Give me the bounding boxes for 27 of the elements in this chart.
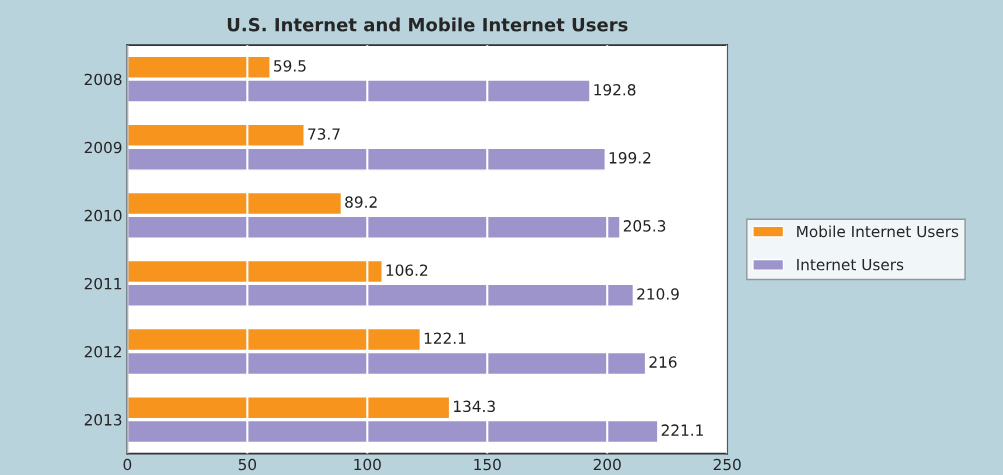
y-tick-label: 2013 [84,414,122,426]
data-label: 73.7 [308,128,340,140]
data-label: 192.8 [594,83,636,96]
data-label: 216 [649,356,677,368]
data-label: 106.2 [386,264,428,276]
data-label: 89.2 [345,196,377,208]
y-tick-label: 2009 [84,141,122,154]
y-tick-label: 2012 [84,345,121,358]
data-label: 134.3 [454,400,495,413]
y-tick-label: 2011 [84,277,122,290]
x-tick-label: 50 [238,458,257,471]
chart-title: U.S. Internet and Mobile Internet Users [227,17,628,32]
y-tick-label: 2008 [84,73,122,86]
data-label: 205.3 [623,220,666,232]
legend-label: Internet Users [797,259,904,271]
data-label: 210.9 [637,288,679,300]
x-tick-label: 0 [123,458,132,471]
data-label: 221.1 [661,424,703,436]
x-tick-label: 200 [593,458,621,471]
y-tick-label: 2010 [84,209,122,222]
legend-label: Mobile Internet Users [797,225,959,238]
x-tick-label: 100 [354,458,381,471]
x-tick-label: 150 [474,458,501,471]
data-label: 59.5 [274,60,306,72]
data-label: 122.1 [424,332,466,344]
x-tick-label: 250 [713,458,741,471]
data-label: 199.2 [609,152,651,164]
